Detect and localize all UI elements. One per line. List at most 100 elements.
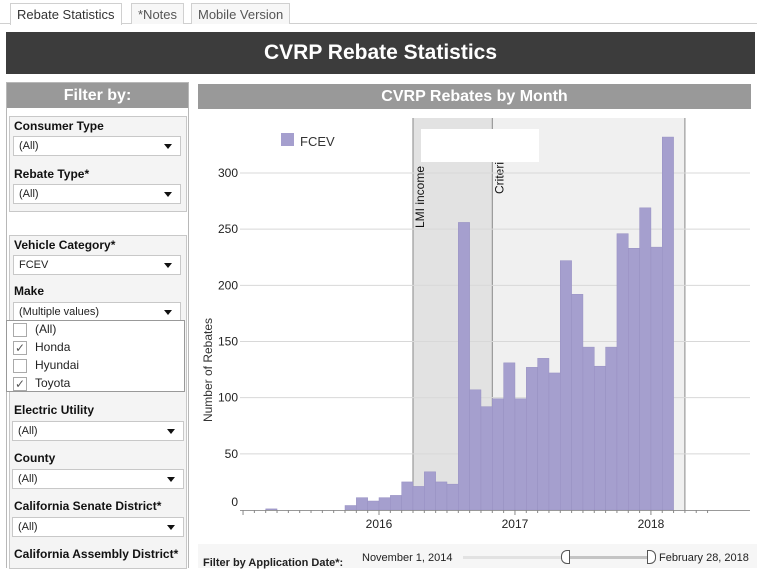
bar <box>616 233 629 511</box>
date-start: November 1, 2014 <box>362 552 453 564</box>
option-label: Toyota <box>35 376 71 390</box>
date-slider-end-handle[interactable] <box>647 550 656 564</box>
bar <box>639 207 652 511</box>
make-dropdown-list: (All) ✓ Honda Hyundai ✓ Toyota <box>6 320 185 392</box>
bar <box>537 358 550 511</box>
senate-district-select[interactable]: (All) <box>12 517 184 537</box>
vehicle-category-label: Vehicle Category* <box>14 238 116 252</box>
county-label: County <box>14 451 56 465</box>
bar <box>662 136 674 511</box>
vehicle-category-value: FCEV <box>19 259 49 271</box>
rebate-type-select[interactable]: (All) <box>13 184 181 204</box>
y-tick-label: 150 <box>218 335 238 349</box>
checkbox[interactable] <box>13 359 27 373</box>
page-title: CVRP Rebate Statistics <box>6 32 755 74</box>
bar <box>605 346 618 511</box>
bar <box>390 495 402 511</box>
bar <box>424 471 436 511</box>
y-tick-label: 0 <box>231 495 238 509</box>
y-tick-label: 50 <box>225 447 239 461</box>
bar <box>344 505 357 511</box>
bar <box>446 483 459 511</box>
bar <box>480 406 493 511</box>
electric-utility-value: (All) <box>18 425 38 437</box>
y-axis-label: Number of Rebates <box>201 318 215 422</box>
legend-label: FCEV <box>300 134 335 149</box>
bar <box>560 260 572 511</box>
bar <box>469 389 482 511</box>
annotation-label: Criteri <box>492 162 506 194</box>
bar <box>458 222 470 511</box>
checkbox[interactable] <box>13 323 27 337</box>
vehicle-category-select[interactable]: FCEV <box>13 255 181 275</box>
bar <box>265 508 278 511</box>
bar <box>378 497 391 511</box>
y-tick-label: 100 <box>218 391 238 405</box>
bar <box>503 362 516 511</box>
filter-panel: Filter by: Consumer Type (All) Rebate Ty… <box>6 82 189 569</box>
bar <box>628 248 640 511</box>
bar <box>401 481 414 511</box>
chevron-down-icon <box>164 263 172 268</box>
x-tick-label: 2018 <box>638 517 665 531</box>
chevron-down-icon <box>164 144 172 149</box>
legend-mask <box>421 129 539 162</box>
bar <box>594 365 606 511</box>
option-label: (All) <box>35 322 57 336</box>
x-tick-label: 2017 <box>502 517 529 531</box>
y-tick-label: 250 <box>218 222 238 236</box>
assembly-district-label: California Assembly District* <box>14 547 179 561</box>
make-value: (Multiple values) <box>19 306 100 318</box>
tab-bar: Rebate Statistics *Notes Mobile Version <box>0 3 757 25</box>
checkbox-checked-icon[interactable]: ✓ <box>13 341 27 355</box>
senate-district-label: California Senate District* <box>14 499 162 513</box>
electric-utility-select[interactable]: (All) <box>12 421 184 441</box>
option-label: Hyundai <box>35 358 80 372</box>
bar <box>650 246 663 511</box>
chevron-down-icon <box>167 477 175 482</box>
tab-rebate-statistics[interactable]: Rebate Statistics <box>10 3 122 25</box>
y-tick-label: 300 <box>218 166 238 180</box>
date-end: February 28, 2018 <box>659 552 749 564</box>
option-label: Honda <box>35 340 71 354</box>
bar <box>548 372 561 511</box>
chart-title: CVRP Rebates by Month <box>198 84 751 109</box>
annotation-label: LMI income <box>413 166 427 228</box>
bar <box>582 346 595 511</box>
rebate-type-value: (All) <box>19 188 39 200</box>
chevron-down-icon <box>167 525 175 530</box>
chevron-down-icon <box>164 310 172 315</box>
electric-utility-label: Electric Utility <box>14 403 95 417</box>
consumer-type-value: (All) <box>19 140 39 152</box>
filter-group-vehicle: Vehicle Category* FCEV Make (Multiple va… <box>9 235 187 569</box>
bar <box>571 294 584 511</box>
consumer-type-label: Consumer Type <box>14 119 104 133</box>
rebates-bar-chart: LMI income Criteri 0 50 100 150 200 250 300 201… <box>201 118 750 531</box>
senate-district-value: (All) <box>18 521 38 533</box>
checkbox-checked-icon[interactable]: ✓ <box>13 377 27 391</box>
date-slider-start-handle[interactable] <box>561 550 570 564</box>
date-slider-range <box>566 556 650 559</box>
bar <box>492 398 504 511</box>
make-select[interactable]: (Multiple values) <box>13 302 181 322</box>
tab-notes[interactable]: *Notes <box>131 3 185 24</box>
filter-title: Filter by: <box>7 83 188 108</box>
bar <box>412 486 425 511</box>
tab-mobile-version[interactable]: Mobile Version <box>191 3 291 24</box>
date-slider-track[interactable] <box>463 556 653 559</box>
date-filter-label: Filter by Application Date*: <box>203 557 344 569</box>
chevron-down-icon <box>164 192 172 197</box>
bar <box>367 500 380 511</box>
bar <box>435 481 448 511</box>
bar <box>514 398 527 511</box>
consumer-type-select[interactable]: (All) <box>13 136 181 156</box>
filter-group-consumer: Consumer Type (All) Rebate Type* (All) <box>9 116 187 212</box>
county-value: (All) <box>18 473 38 485</box>
rebate-type-label: Rebate Type* <box>14 167 90 181</box>
bar <box>526 367 538 511</box>
date-filter-bar: Filter by Application Date*: November 1,… <box>198 544 757 569</box>
make-label: Make <box>14 284 45 298</box>
x-tick-label: 2016 <box>366 517 393 531</box>
county-select[interactable]: (All) <box>12 469 184 489</box>
chevron-down-icon <box>167 429 175 434</box>
